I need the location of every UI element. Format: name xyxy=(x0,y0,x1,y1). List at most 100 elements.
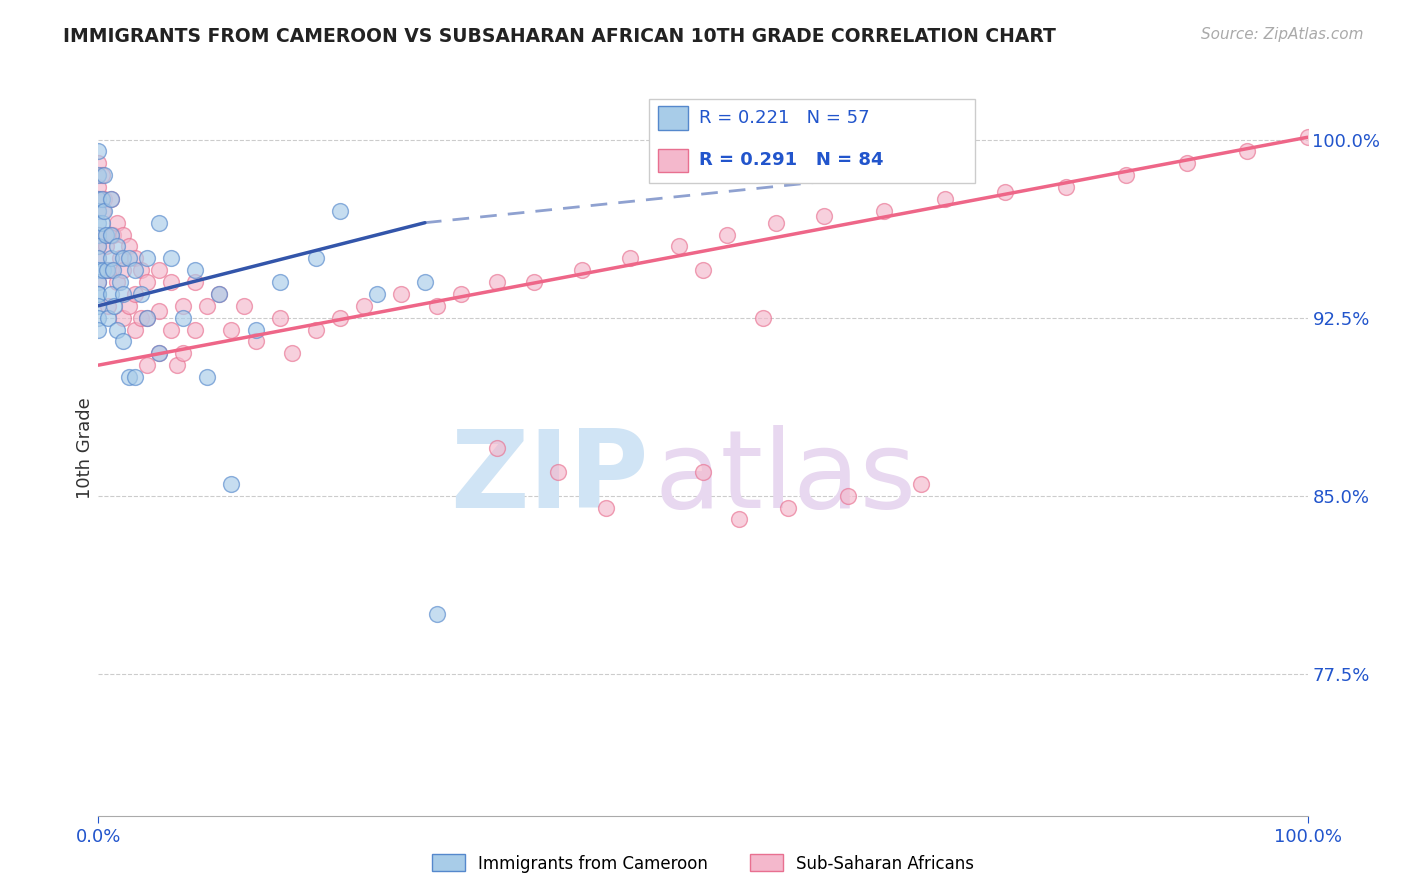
Point xyxy=(105,216,128,230)
Point xyxy=(1236,145,1258,159)
Point xyxy=(160,322,183,336)
Point xyxy=(1175,156,1198,170)
Point xyxy=(208,287,231,301)
Point xyxy=(91,192,114,206)
Point xyxy=(91,263,114,277)
Point xyxy=(108,252,131,266)
Point xyxy=(87,299,110,313)
Point xyxy=(765,216,787,230)
Point xyxy=(135,358,157,372)
Point xyxy=(111,310,134,325)
Point xyxy=(118,252,141,266)
Point xyxy=(135,275,157,289)
Point xyxy=(716,227,738,242)
Point xyxy=(105,322,128,336)
Point xyxy=(1296,130,1319,145)
Point xyxy=(208,287,231,301)
Point xyxy=(172,299,194,313)
Point xyxy=(184,263,207,277)
Legend: Immigrants from Cameroon, Sub-Saharan Africans: Immigrants from Cameroon, Sub-Saharan Af… xyxy=(425,847,981,880)
Point xyxy=(87,263,110,277)
Point xyxy=(103,299,125,313)
Point xyxy=(148,263,170,277)
Point xyxy=(353,299,375,313)
Text: R = 0.221   N = 57: R = 0.221 N = 57 xyxy=(699,109,870,127)
Point xyxy=(94,239,117,253)
Point xyxy=(595,500,617,515)
Point xyxy=(486,275,509,289)
Point xyxy=(135,310,157,325)
Point xyxy=(87,145,110,159)
Point xyxy=(135,310,157,325)
FancyBboxPatch shape xyxy=(648,99,976,184)
Point xyxy=(873,203,896,218)
Point xyxy=(426,607,449,622)
Y-axis label: 10th Grade: 10th Grade xyxy=(76,397,94,500)
Point xyxy=(135,252,157,266)
Point xyxy=(100,287,122,301)
Point xyxy=(118,239,141,253)
Point xyxy=(148,303,170,318)
Point xyxy=(269,310,291,325)
Point xyxy=(87,156,110,170)
Point xyxy=(87,239,110,253)
Point xyxy=(389,287,412,301)
Point xyxy=(87,227,110,242)
Point xyxy=(1054,180,1077,194)
Point xyxy=(124,263,146,277)
Point xyxy=(101,263,124,277)
Point xyxy=(118,299,141,313)
Point xyxy=(366,287,388,301)
Point xyxy=(96,263,118,277)
Point xyxy=(547,465,569,479)
Point xyxy=(148,346,170,360)
Point xyxy=(87,275,110,289)
Text: R = 0.291   N = 84: R = 0.291 N = 84 xyxy=(699,152,884,169)
Point xyxy=(93,203,115,218)
Point xyxy=(160,275,183,289)
Point xyxy=(692,465,714,479)
Point xyxy=(305,252,328,266)
Point xyxy=(87,252,110,266)
Point xyxy=(129,310,152,325)
Point xyxy=(413,275,436,289)
Point xyxy=(87,203,110,218)
Point xyxy=(619,252,641,266)
Point xyxy=(118,370,141,384)
Text: ZIP: ZIP xyxy=(450,425,648,531)
Point xyxy=(232,299,254,313)
Point xyxy=(934,192,956,206)
Point xyxy=(87,180,110,194)
Point xyxy=(96,263,118,277)
Point xyxy=(129,287,152,301)
Point xyxy=(87,287,110,301)
Point xyxy=(148,346,170,360)
Point xyxy=(91,168,114,182)
Point xyxy=(93,227,115,242)
Point xyxy=(910,476,932,491)
Point xyxy=(668,239,690,253)
Point xyxy=(111,287,134,301)
Point xyxy=(87,239,110,253)
Point xyxy=(100,192,122,206)
Point xyxy=(523,275,546,289)
Point xyxy=(105,275,128,289)
Point xyxy=(87,310,110,325)
Point xyxy=(87,322,110,336)
Point xyxy=(994,185,1017,199)
Point xyxy=(221,322,243,336)
Point xyxy=(111,334,134,349)
Point xyxy=(426,299,449,313)
Point xyxy=(124,322,146,336)
Point xyxy=(87,192,110,206)
Point xyxy=(195,299,218,313)
Text: IMMIGRANTS FROM CAMEROON VS SUBSAHARAN AFRICAN 10TH GRADE CORRELATION CHART: IMMIGRANTS FROM CAMEROON VS SUBSAHARAN A… xyxy=(63,27,1056,45)
Point xyxy=(329,203,352,218)
Point xyxy=(87,192,110,206)
Point xyxy=(94,227,117,242)
Point xyxy=(87,203,110,218)
Point xyxy=(486,441,509,455)
Point xyxy=(124,252,146,266)
Point xyxy=(111,263,134,277)
Point xyxy=(87,227,110,242)
